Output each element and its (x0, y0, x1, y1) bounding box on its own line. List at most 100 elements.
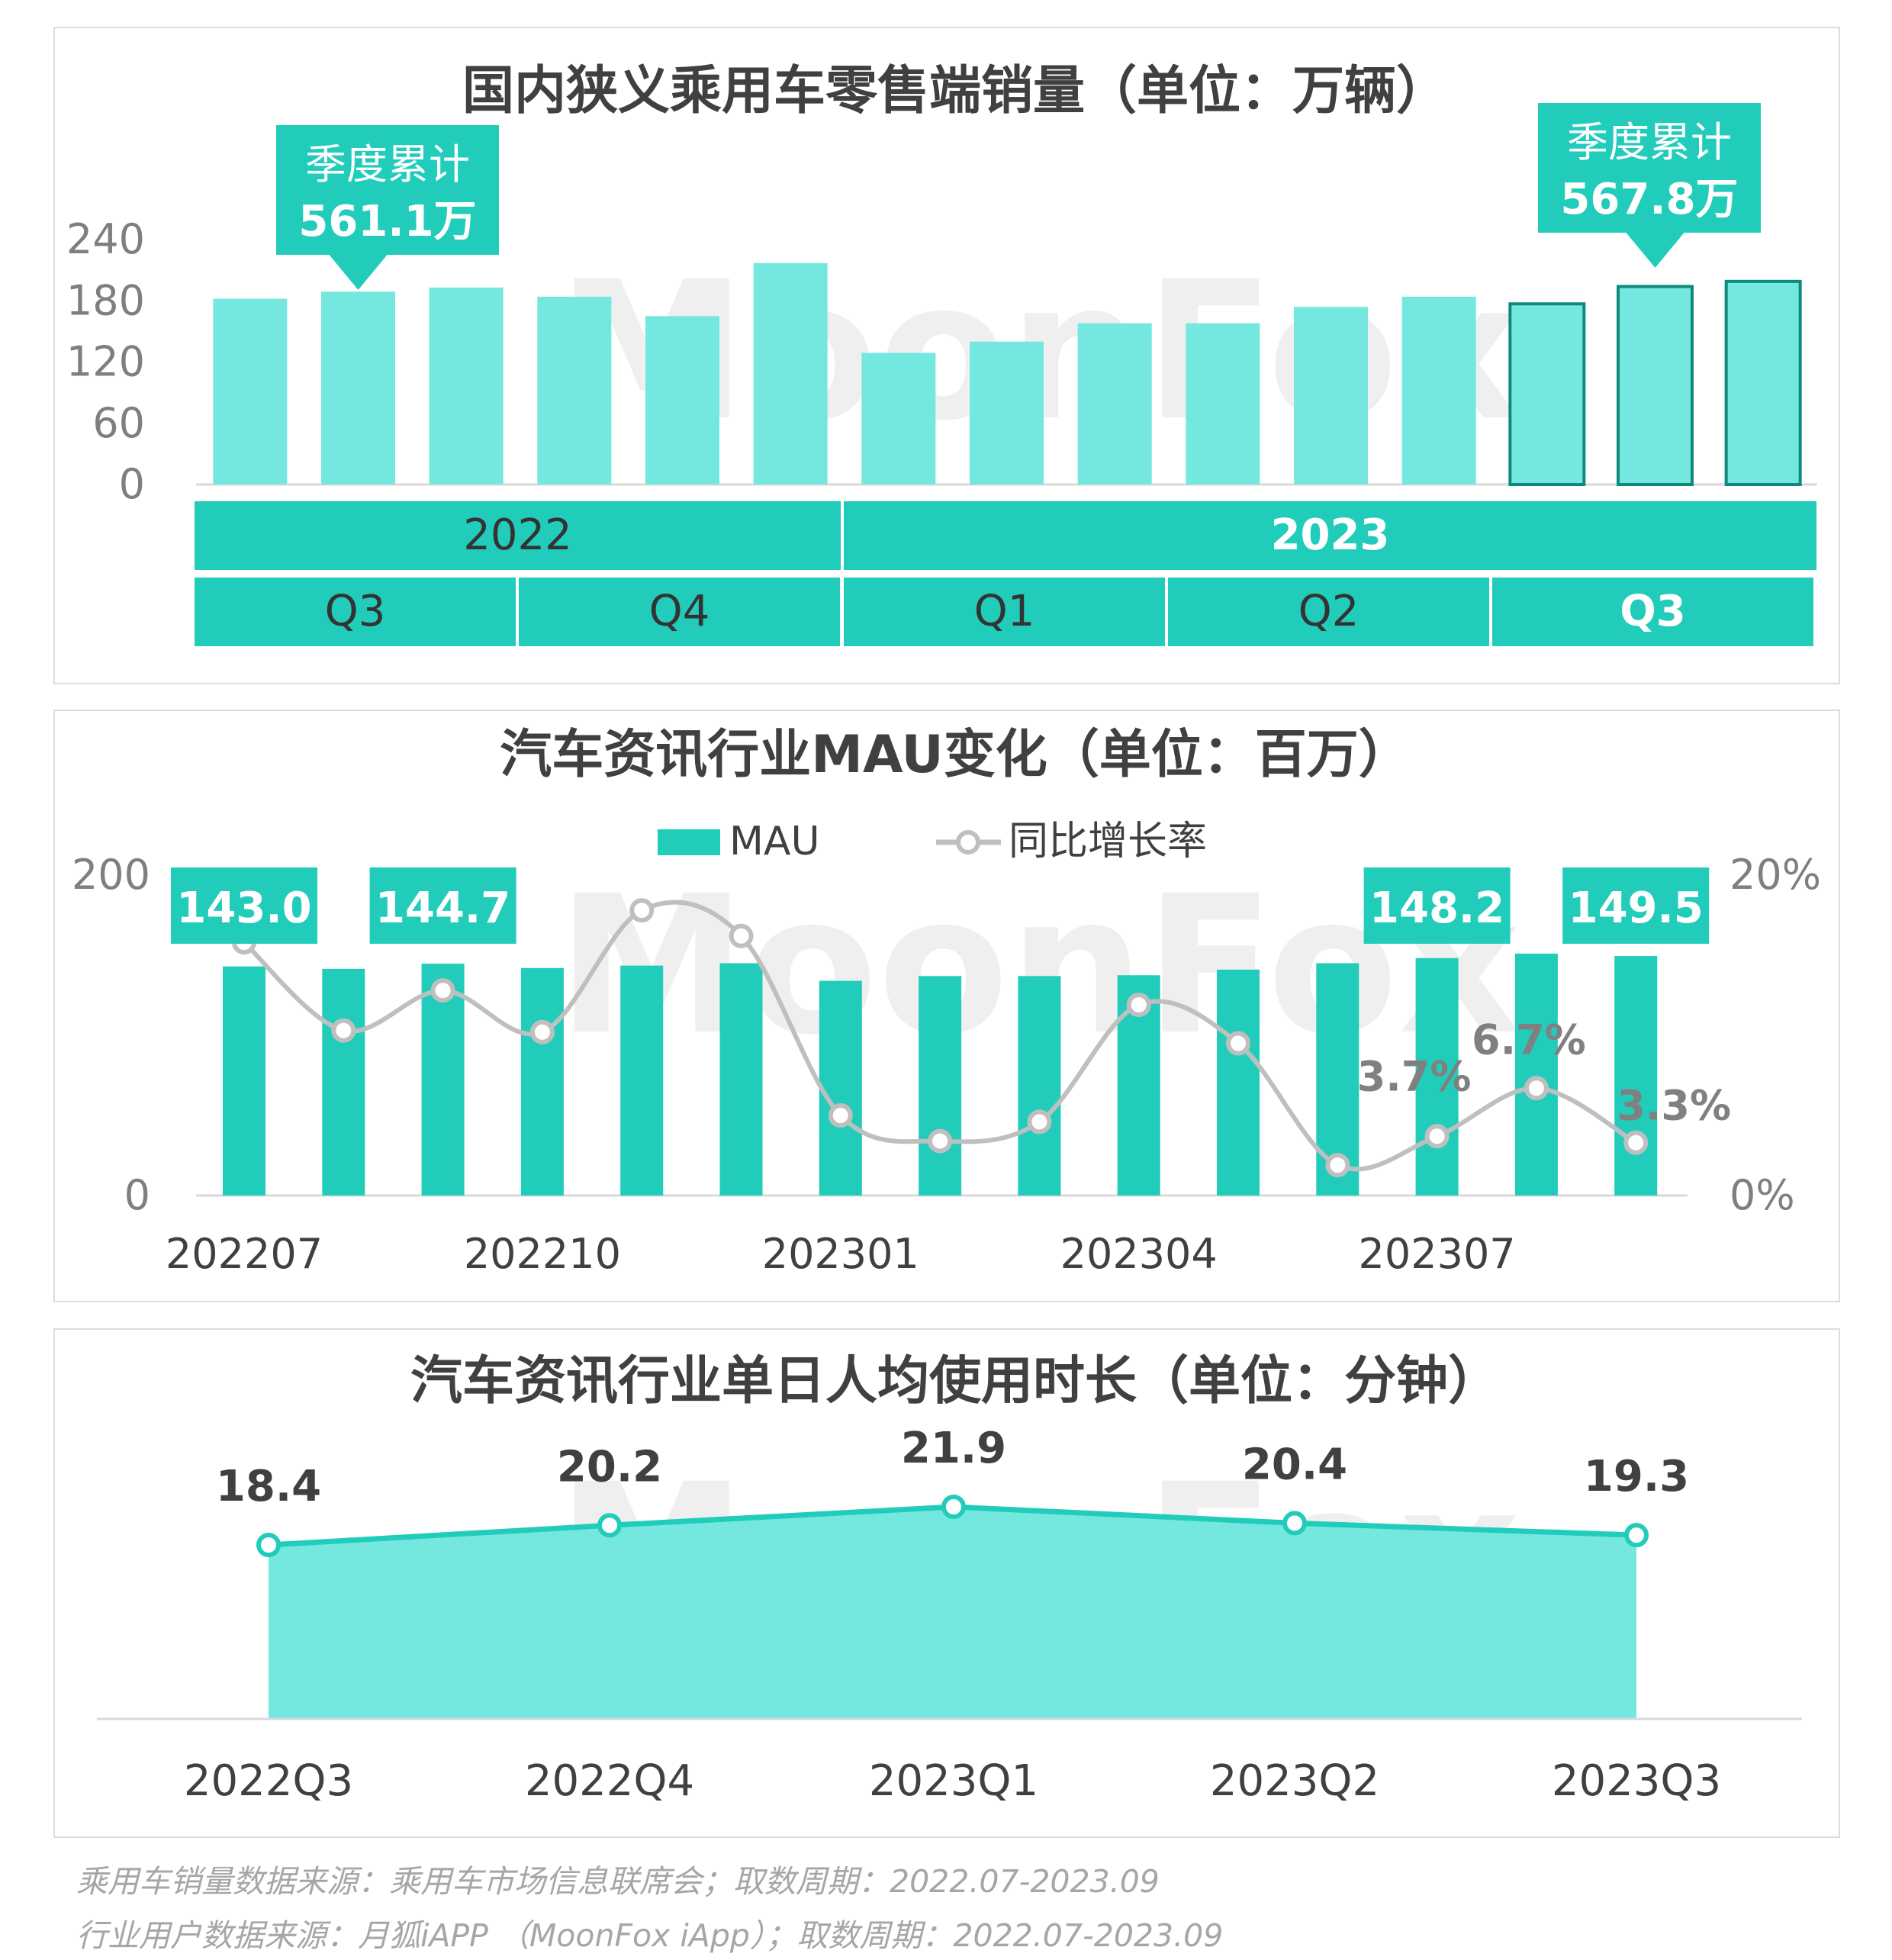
mau-axes: 200 0 20% 0% 202207 202210 202301 202304 202307 (72, 851, 1821, 1278)
growth-point (1623, 1130, 1649, 1155)
x-tick-label: 2023Q2 (1210, 1756, 1379, 1806)
y-right-tick-label: 0% (1730, 1171, 1795, 1219)
mau-panel: MoonFox 汽车资讯行业MAU变化（单位：百万） MAU 同比增长率 200… (53, 710, 1840, 1302)
growth-point (1325, 1153, 1350, 1178)
growth-point (828, 1103, 853, 1128)
quarter-cell (519, 578, 840, 646)
x-tick-label: 202207 (166, 1230, 323, 1278)
mau-legend: MAU 同比增长率 (658, 819, 1207, 864)
mau-data-labels: 143.0 144.7 148.2 149.5 3.7%6.7% 3.3% (171, 867, 1731, 1130)
quarter-label: Q3 (325, 587, 386, 636)
duration-area-fill (269, 1507, 1636, 1719)
sales-bar (970, 341, 1044, 484)
growth-point (331, 1018, 356, 1043)
duration-point (256, 1533, 281, 1557)
mau-label-box (369, 867, 516, 944)
mau-bar (620, 965, 664, 1196)
mau-bar (1614, 956, 1658, 1196)
callout-pointer (1626, 233, 1684, 268)
y-tick-label: 60 (92, 399, 145, 447)
mau-chart: MoonFox 汽车资讯行业MAU变化（单位：百万） MAU 同比增长率 200… (72, 725, 1821, 1278)
mau-chart-title: 汽车资讯行业MAU变化（单位：百万） (500, 725, 1410, 785)
growth-value-label: 3.3% (1617, 1082, 1731, 1130)
duration-point (1282, 1511, 1307, 1536)
sales-period-table: 2022 2023 Q3 Q4 Q1 Q2 Q3 (195, 501, 1816, 646)
sales-bar (321, 291, 395, 484)
y-left-tick-label: 200 (72, 851, 150, 899)
quarter-cell (195, 578, 516, 646)
quarter-label: Q4 (649, 587, 710, 636)
growth-point (1027, 1109, 1052, 1134)
sales-bar (1508, 302, 1586, 487)
growth-value-label: 3.7% (1357, 1052, 1472, 1100)
sales-bar (1294, 307, 1368, 484)
callout-box (1538, 103, 1761, 233)
sales-bar (537, 296, 612, 484)
duration-chart-title: 汽车资讯行业单日人均使用时长（单位：分钟） (410, 1351, 1500, 1411)
sales-bar (1724, 279, 1802, 486)
y-right-tick-label: 20% (1730, 851, 1821, 899)
growth-point (729, 923, 754, 948)
quarter-label: Q2 (1298, 587, 1359, 636)
y-tick-label: 0 (119, 460, 145, 508)
growth-point (1424, 1124, 1450, 1149)
quarter-cell (1168, 578, 1489, 646)
sales-bar (861, 352, 936, 484)
sales-chart-title: 国内狭义乘用车零售端销量（单位：万辆） (462, 61, 1448, 121)
growth-point (529, 1019, 555, 1044)
x-tick-label: 2023Q3 (1552, 1756, 1721, 1806)
sales-bars (196, 262, 1817, 487)
year-label: 2023 (1271, 510, 1390, 560)
quarter-label: Q1 (974, 587, 1035, 636)
sales-bar (1401, 296, 1476, 484)
y-tick-label: 180 (66, 276, 145, 324)
x-tick-label: 202210 (464, 1230, 621, 1278)
source-note-sales: 乘用车销量数据来源：乘用车市场信息联席会；取数周期：2022.07-2023.0… (76, 1863, 1160, 1900)
year-cell (195, 501, 841, 570)
callout-box (276, 125, 499, 255)
mau-bar (1217, 969, 1260, 1196)
mau-value-label: 148.2 (1369, 883, 1504, 933)
mau-bar (919, 976, 962, 1196)
callout-pointer (329, 255, 388, 290)
sales-bar (213, 298, 288, 484)
growth-point (1524, 1076, 1549, 1101)
growth-line (232, 898, 1649, 1178)
growth-point (928, 1128, 953, 1154)
legend-line-label: 同比增长率 (1009, 819, 1207, 864)
callout-caption: 季度累计 (1567, 118, 1732, 166)
mau-value-label: 144.7 (375, 883, 510, 933)
duration-value-label: 19.3 (1584, 1452, 1689, 1501)
duration-area (97, 1495, 1802, 1720)
duration-value-label: 18.4 (216, 1462, 321, 1511)
x-tick-label: 202307 (1359, 1230, 1516, 1278)
mau-value-label: 143.0 (176, 883, 311, 933)
legend-bar-label: MAU (729, 819, 820, 864)
growth-point (430, 978, 455, 1003)
growth-point (1126, 993, 1151, 1018)
duration-value-label: 21.9 (901, 1424, 1006, 1473)
growth-point (629, 898, 655, 923)
mau-value-label: 149.5 (1569, 883, 1704, 933)
duration-value-label: 20.4 (1242, 1440, 1347, 1489)
x-tick-label: 202304 (1060, 1230, 1218, 1278)
duration-point (941, 1495, 966, 1519)
sales-bar (1617, 285, 1694, 486)
duration-point (1624, 1523, 1649, 1548)
mau-bar (223, 966, 265, 1196)
sales-bar (753, 262, 828, 484)
quarter-label: Q3 (1620, 587, 1686, 636)
sales-bar (1077, 323, 1152, 484)
sales-chart: MoonFox 国内狭义乘用车零售端销量（单位：万辆） 240180120600… (66, 61, 1817, 646)
mau-bars (223, 953, 1658, 1196)
year-cell (844, 501, 1816, 570)
mau-label-box (1562, 867, 1710, 944)
mau-label-box (1363, 867, 1511, 944)
y-tick-label: 120 (66, 338, 145, 386)
mau-bar (1415, 957, 1459, 1196)
mau-bar (719, 963, 763, 1196)
callout-caption: 季度累计 (305, 140, 470, 188)
sales-bar (1186, 323, 1260, 484)
mau-bar (322, 968, 365, 1196)
mau-bar (520, 967, 564, 1196)
